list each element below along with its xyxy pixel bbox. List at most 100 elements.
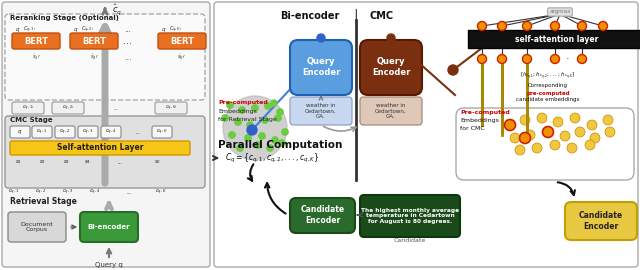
Text: $c_{q,4}$: $c_{q,4}$ [106,127,116,137]
Circle shape [550,140,560,150]
Text: for Retrieval Stage: for Retrieval Stage [218,117,276,122]
Text: $s_2$: $s_2$ [38,158,45,166]
Circle shape [560,131,570,141]
Circle shape [550,55,559,63]
Text: Document
Corpus: Document Corpus [20,222,53,232]
Circle shape [227,102,233,108]
Circle shape [279,140,285,146]
Text: ...: ... [136,130,140,134]
Circle shape [277,109,283,115]
Circle shape [598,22,607,31]
Text: $c_{q,K}$: $c_{q,K}$ [155,187,167,197]
Text: $C_{q,2\prime}$: $C_{q,2\prime}$ [81,25,95,35]
Text: Retrieval Stage: Retrieval Stage [10,197,77,206]
Text: $c_{q,1}$: $c_{q,1}$ [8,187,19,197]
Circle shape [515,145,525,155]
Text: $c_{q,3}$: $c_{q,3}$ [83,127,93,137]
FancyBboxPatch shape [32,126,52,138]
Text: $c_{q,4}$: $c_{q,4}$ [89,187,100,197]
Text: ...: ... [113,106,118,110]
Text: $q$: $q$ [161,26,166,34]
Text: $C_q = \{c_{q,1}, c_{q,2}, ..., c_{q,K}\}$: $C_q = \{c_{q,1}, c_{q,2}, ..., c_{q,K}\… [225,151,319,164]
FancyBboxPatch shape [12,33,60,49]
Text: $q$: $q$ [17,128,22,136]
FancyBboxPatch shape [290,97,352,125]
Text: $C_{q,K\prime}$: $C_{q,K\prime}$ [170,25,182,35]
Circle shape [525,130,535,140]
Circle shape [537,113,547,123]
Circle shape [520,115,530,125]
Circle shape [510,133,520,143]
Text: Embeddings: Embeddings [218,109,257,114]
Text: |: | [354,9,358,23]
Circle shape [262,117,268,123]
Text: $c_{q,2\prime}$: $c_{q,2\prime}$ [62,103,74,113]
Text: Query
Encoder: Query Encoder [302,57,340,77]
Text: weather in
Cedartown,
GA.: weather in Cedartown, GA. [375,103,407,119]
Circle shape [522,22,531,31]
Text: $c_{q,3}$: $c_{q,3}$ [62,187,73,197]
FancyBboxPatch shape [2,2,210,267]
Circle shape [532,143,542,153]
Circle shape [553,117,563,127]
Circle shape [245,135,251,141]
Text: $c_{q,K}$: $c_{q,K}$ [156,127,168,137]
Text: $\dot{s}_2\prime$: $\dot{s}_2\prime$ [90,52,99,62]
Text: ·: · [566,54,570,64]
Text: CMC Stage: CMC Stage [10,117,52,123]
Text: The highest monthly average
temperature in Cedartown
for August is 80 degrees.: The highest monthly average temperature … [361,208,459,224]
Text: self-attention layer: self-attention layer [515,35,598,43]
Circle shape [448,65,458,75]
Circle shape [265,103,271,109]
Text: Pre-computed: Pre-computed [460,110,509,115]
Circle shape [252,105,258,111]
Text: ...: ... [124,52,132,62]
Circle shape [223,96,287,160]
Text: $q$: $q$ [15,26,20,34]
Text: CMC: CMC [370,11,394,21]
FancyBboxPatch shape [5,116,205,188]
Text: $[h_{c_{q,1}}; h_{c_{q,2}}; ...; h_{c_{q,K}}]$: $[h_{c_{q,1}}; h_{c_{q,2}}; ...; h_{c_{q… [520,70,575,82]
Text: $c_{q,1}$: $c_{q,1}$ [36,127,47,137]
FancyBboxPatch shape [52,102,84,114]
FancyBboxPatch shape [155,102,187,114]
Text: Pre-computed: Pre-computed [218,100,268,105]
Circle shape [247,125,257,135]
Text: ...: ... [124,36,132,46]
Circle shape [505,120,515,130]
FancyBboxPatch shape [10,141,190,155]
FancyBboxPatch shape [5,14,205,100]
Text: weather in
Cedartown,
GA.: weather in Cedartown, GA. [305,103,337,119]
Text: for CMC: for CMC [460,126,484,131]
Circle shape [585,140,595,150]
Circle shape [587,120,597,130]
Text: $s_K$: $s_K$ [154,158,162,166]
FancyBboxPatch shape [152,126,172,138]
Bar [468,30,640,48]
Circle shape [575,127,585,137]
Text: BERT: BERT [24,36,48,46]
Circle shape [387,34,395,42]
Text: Corresponding: Corresponding [528,83,568,89]
Circle shape [272,137,278,143]
Text: pre-computed: pre-computed [526,90,570,96]
Circle shape [267,145,273,151]
Text: ...: ... [126,190,131,194]
Text: $s_4$: $s_4$ [84,158,92,166]
FancyBboxPatch shape [8,212,66,242]
FancyBboxPatch shape [290,40,352,95]
Circle shape [229,132,236,138]
FancyBboxPatch shape [360,195,460,237]
Circle shape [222,115,228,121]
Text: Candidate
Encoder: Candidate Encoder [300,205,344,225]
Text: candidate embeddings: candidate embeddings [516,97,580,103]
FancyBboxPatch shape [78,126,98,138]
Text: Candidate: Candidate [394,238,426,242]
Text: ...: ... [125,27,131,33]
FancyBboxPatch shape [10,126,30,138]
Text: BERT: BERT [82,36,106,46]
Circle shape [271,100,277,106]
Circle shape [235,119,241,125]
Circle shape [603,115,613,125]
Circle shape [577,55,586,63]
